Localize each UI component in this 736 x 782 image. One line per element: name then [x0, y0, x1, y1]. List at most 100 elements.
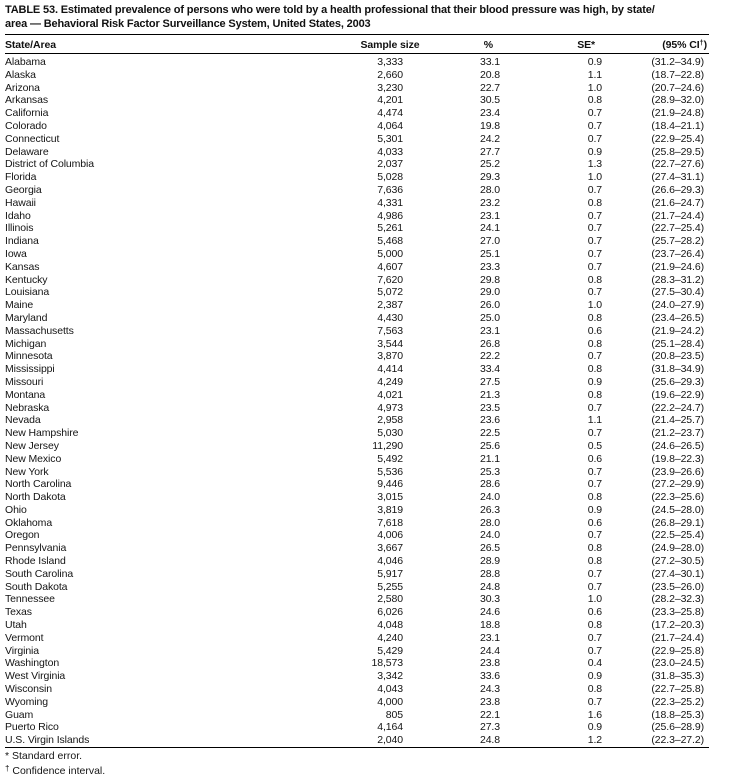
- cell-ci: (21.6–24.7): [651, 196, 704, 209]
- cell-sample-size: 4,249: [377, 375, 403, 388]
- cell-sample-size: 4,000: [377, 695, 403, 708]
- cell-se: 0.6: [587, 516, 602, 529]
- table-title: TABLE 53. Estimated prevalence of person…: [5, 4, 733, 31]
- cell-ci: (24.0–27.9): [651, 299, 704, 312]
- col-header-sample-size: Sample size: [358, 34, 422, 54]
- cell-ci: (22.2–24.7): [651, 401, 704, 414]
- cell-state-area: Colorado: [5, 119, 47, 132]
- cell-sample-size: 5,030: [377, 427, 403, 440]
- table-row: California 4,474 23.4 0.7 (21.9–24.8): [5, 107, 709, 120]
- cell-state-area: Kentucky: [5, 273, 48, 286]
- cell-ci: (26.6–29.3): [651, 183, 704, 196]
- cell-sample-size: 4,414: [377, 363, 403, 376]
- cell-state-area: North Dakota: [5, 491, 66, 504]
- cell-ci: (24.9–28.0): [651, 542, 704, 555]
- cell-ci: (22.7–27.6): [651, 158, 704, 171]
- cell-percent: 25.3: [479, 465, 500, 478]
- cell-ci: (22.3–25.6): [651, 491, 704, 504]
- table-row: South Dakota 5,255 24.8 0.7 (23.5–26.0): [5, 581, 709, 594]
- cell-state-area: Wyoming: [5, 695, 48, 708]
- cell-ci: (28.2–32.3): [651, 593, 704, 606]
- cell-se: 0.8: [587, 273, 602, 286]
- cell-state-area: Rhode Island: [5, 555, 66, 568]
- table-header: State/Area Sample size % SE* (95% CI†): [5, 34, 709, 54]
- table-row: District of Columbia 2,037 25.2 1.3 (22.7–27…: [5, 158, 709, 171]
- ci-header-text: (95% CI: [662, 39, 700, 51]
- table-row: Delaware 4,033 27.7 0.9 (25.8–29.5): [5, 146, 709, 159]
- cell-state-area: Missouri: [5, 375, 44, 388]
- cell-ci: (17.2–20.3): [651, 619, 704, 632]
- table-row: Puerto Rico 4,164 27.3 0.9 (25.6–28.9): [5, 721, 709, 734]
- table-row: Kansas 4,607 23.3 0.7 (21.9–24.6): [5, 261, 709, 274]
- cell-ci: (19.6–22.9): [651, 388, 704, 401]
- cell-state-area: South Carolina: [5, 567, 74, 580]
- cell-se: 0.7: [587, 478, 602, 491]
- cell-se: 0.7: [587, 580, 602, 593]
- table-row: U.S. Virgin Islands 2,040 24.8 1.2 (22.3–27.…: [5, 734, 709, 747]
- cell-se: 0.8: [587, 555, 602, 568]
- cell-se: 0.5: [587, 439, 602, 452]
- cell-se: 0.8: [587, 683, 602, 696]
- cell-percent: 30.3: [479, 593, 500, 606]
- table-row: Missouri 4,249 27.5 0.9 (25.6–29.3): [5, 376, 709, 389]
- cell-se: 0.7: [587, 427, 602, 440]
- cell-state-area: District of Columbia: [5, 158, 95, 171]
- cell-ci: (21.7–24.4): [651, 631, 704, 644]
- cell-ci: (22.7–25.8): [651, 683, 704, 696]
- cell-sample-size: 5,492: [377, 452, 403, 465]
- cell-sample-size: 5,917: [377, 567, 403, 580]
- cell-state-area: Michigan: [5, 337, 47, 350]
- cell-se: 0.8: [587, 542, 602, 555]
- table-row: Vermont 4,240 23.1 0.7 (21.7–24.4): [5, 632, 709, 645]
- cell-percent: 29.3: [479, 171, 500, 184]
- cell-ci: (28.3–31.2): [651, 273, 704, 286]
- cell-sample-size: 2,660: [377, 68, 403, 81]
- cell-percent: 24.8: [479, 580, 500, 593]
- cell-percent: 19.8: [479, 119, 500, 132]
- cell-sample-size: 3,544: [377, 337, 403, 350]
- cell-ci: (23.7–26.4): [651, 247, 704, 260]
- footnote-asterisk-marker: *: [5, 750, 10, 763]
- cell-ci: (27.4–30.1): [651, 567, 704, 580]
- cell-state-area: Ohio: [5, 503, 27, 516]
- footnote-standard-error: * Standard error.: [5, 750, 736, 763]
- cell-sample-size: 4,048: [377, 619, 403, 632]
- table-row: Nebraska 4,973 23.5 0.7 (22.2–24.7): [5, 402, 709, 415]
- cell-percent: 26.3: [479, 503, 500, 516]
- cell-ci: (22.5–25.4): [651, 529, 704, 542]
- cell-percent: 18.8: [479, 619, 500, 632]
- cell-state-area: New Hampshire: [5, 427, 79, 440]
- cell-percent: 33.1: [479, 56, 500, 68]
- cell-se: 1.3: [587, 158, 602, 171]
- cell-ci: (31.2–34.9): [651, 56, 704, 68]
- cell-sample-size: 2,040: [377, 734, 403, 747]
- cell-se: 0.7: [587, 209, 602, 222]
- cell-se: 1.0: [587, 81, 602, 94]
- cell-se: 0.8: [587, 363, 602, 376]
- cell-sample-size: 6,026: [377, 606, 403, 619]
- cell-ci: (25.8–29.5): [651, 145, 704, 158]
- cell-percent: 23.1: [479, 209, 500, 222]
- cell-se: 0.9: [587, 375, 602, 388]
- table-row: Florida 5,028 29.3 1.0 (27.4–31.1): [5, 171, 709, 184]
- table-row: Montana 4,021 21.3 0.8 (19.6–22.9): [5, 389, 709, 402]
- cell-state-area: Connecticut: [5, 132, 60, 145]
- table-row: Kentucky 7,620 29.8 0.8 (28.3–31.2): [5, 274, 709, 287]
- table-row: Pennsylvania 3,667 26.5 0.8 (24.9–28.0): [5, 542, 709, 555]
- cell-ci: (21.9–24.6): [651, 260, 704, 273]
- cell-ci: (24.5–28.0): [651, 503, 704, 516]
- cell-sample-size: 4,331: [377, 196, 403, 209]
- cell-percent: 22.2: [479, 350, 500, 363]
- cell-percent: 25.0: [479, 311, 500, 324]
- cell-sample-size: 5,536: [377, 465, 403, 478]
- cell-ci: (23.0–24.5): [651, 657, 704, 670]
- cell-percent: 24.0: [479, 529, 500, 542]
- table-row: Tennessee 2,580 30.3 1.0 (28.2–32.3): [5, 593, 709, 606]
- table-row: Arizona 3,230 22.7 1.0 (20.7–24.6): [5, 82, 709, 95]
- table-body: Alabama 3,333 33.1 0.9 (31.2–34.9) Alaska 2,66…: [5, 54, 709, 748]
- cell-se: 1.1: [587, 68, 602, 81]
- cell-state-area: California: [5, 107, 49, 120]
- table-row: West Virginia 3,342 33.6 0.9 (31.8–35.3): [5, 670, 709, 683]
- table-row: Oklahoma 7,618 28.0 0.6 (26.8–29.1): [5, 517, 709, 530]
- table-row: Massachusetts 7,563 23.1 0.6 (21.9–24.2): [5, 325, 709, 338]
